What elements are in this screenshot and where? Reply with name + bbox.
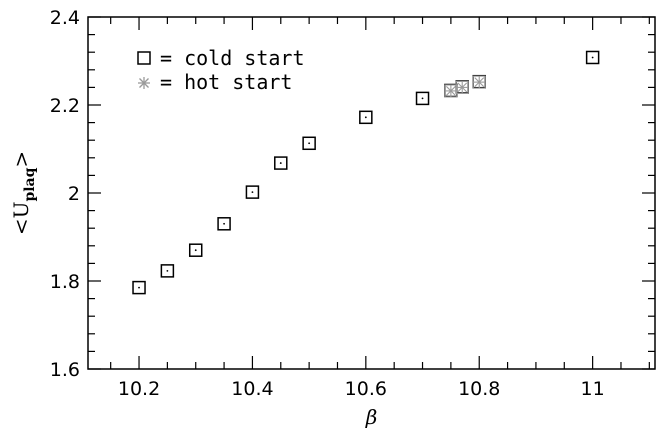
- hot-start-point: [444, 84, 458, 98]
- legend-cold-start-label: = cold start: [160, 46, 305, 70]
- y-tick-label: 1.8: [50, 271, 80, 293]
- x-tick-label: 10.4: [231, 378, 273, 400]
- y-tick-label: 2.2: [50, 95, 80, 117]
- y-tick-label: 1.6: [50, 359, 80, 381]
- x-tick-label: 10.6: [345, 378, 387, 400]
- cold-start-point: [302, 136, 316, 151]
- legend-cold-start-marker: [137, 51, 151, 65]
- y-tick-label: 2: [68, 183, 80, 205]
- legend: = cold start = hot start: [137, 46, 305, 94]
- data-points: [132, 50, 600, 295]
- x-tick-label: 10.8: [458, 378, 500, 400]
- x-tick-label: 11: [581, 378, 605, 400]
- y-axis-label-subscript: plaq: [22, 167, 38, 201]
- plot-frame: [87, 16, 656, 370]
- cold-start-point: [415, 91, 430, 106]
- cold-start-point: [274, 156, 288, 170]
- cold-start-point: [245, 185, 260, 199]
- hot-start-point: [455, 80, 469, 94]
- legend-hot-start-label: = hot start: [160, 70, 292, 94]
- y-tick-label: 2.4: [50, 7, 80, 29]
- legend-item-cold-start: = cold start: [137, 46, 305, 70]
- y-axis-label-close: >: [9, 151, 33, 168]
- hot-start-point: [472, 75, 486, 89]
- y-axis-label: <Uplaq>: [9, 151, 38, 235]
- cold-start-point: [585, 50, 600, 65]
- x-axis-label: β: [365, 405, 378, 429]
- legend-item-hot-start: = hot start: [138, 70, 292, 94]
- axis-ticks: [88, 16, 655, 370]
- legend-hot-start-marker: [138, 77, 150, 89]
- y-axis-label-main: <U: [9, 202, 33, 236]
- cold-start-point: [359, 110, 373, 125]
- x-tick-labels: 10.2 10.4 10.6 10.8 11: [118, 378, 605, 400]
- cold-start-point: [132, 280, 146, 295]
- cold-start-point: [188, 243, 203, 257]
- cold-start-point: [160, 264, 175, 278]
- x-tick-label: 10.2: [118, 378, 160, 400]
- cold-start-point: [217, 217, 231, 231]
- y-tick-labels: 1.6 1.8 2 2.2 2.4: [50, 7, 80, 381]
